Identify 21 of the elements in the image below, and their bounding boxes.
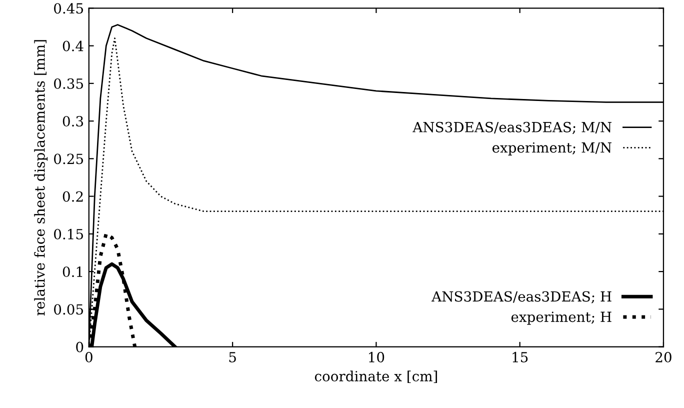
y-tick-label: 0.05: [54, 304, 83, 315]
y-tick-label: 0.2: [62, 191, 83, 202]
x-tick-label: 0: [85, 352, 92, 362]
legend-label: ANS3DEAS/eas3DEAS; H: [431, 291, 612, 304]
legend-label: ANS3DEAS/eas3DEAS; M/N: [412, 122, 612, 134]
y-tick-label: 0.3: [62, 116, 84, 127]
y-tick-label: 0.15: [54, 228, 83, 240]
x-tick-label: 10: [369, 352, 384, 362]
legend-label: experiment; H: [511, 312, 612, 325]
y-tick-label: 0.35: [54, 78, 83, 89]
y-tick-label: 0.1: [62, 266, 82, 278]
x-tick-label: 15: [512, 352, 528, 362]
y-tick-label: 0.45: [54, 3, 83, 14]
x-tick-label: 20: [656, 352, 672, 362]
x-axis-title: coordinate x [cm]: [314, 370, 437, 384]
y-tick-label: 0.25: [54, 154, 83, 164]
legend-label: experiment; M/N: [492, 142, 612, 156]
y-axis-title: relative face sheet displacements [mm]: [34, 40, 48, 316]
y-tick-label: 0: [76, 342, 84, 352]
y-tick-label: 0.4: [62, 40, 84, 52]
x-tick-label: 5: [229, 352, 236, 362]
